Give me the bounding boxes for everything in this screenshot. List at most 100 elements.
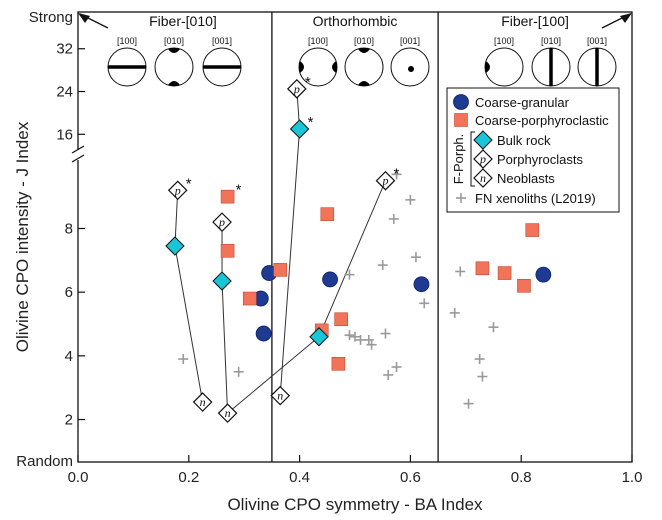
y-axis-title: Olivine CPO intensity - J Index: [13, 121, 32, 352]
data-point: [212, 271, 232, 291]
data-point: [220, 243, 235, 258]
data-point: [525, 223, 540, 237]
x-tick-label: 0.6: [400, 469, 421, 486]
data-point: [383, 369, 394, 380]
y-random-label: Random: [16, 453, 73, 470]
marker-square: [242, 291, 257, 306]
legend-label: FN xenoliths (L2019): [475, 191, 596, 206]
marker-diamond: [473, 130, 493, 150]
marker-circle: [453, 94, 469, 110]
legend-entry: n Neoblasts: [473, 168, 555, 188]
pole-figure-circle: [298, 47, 338, 87]
pole-figure-circle: [154, 47, 194, 87]
marker-square: [220, 189, 235, 204]
data-point: [220, 189, 235, 204]
marker-letter: n: [480, 171, 486, 185]
legend: Coarse-granular Coarse-porphyroclastic Bul…: [446, 87, 620, 213]
axes: 0.0 0.2 0.4 0.6 0.8 1.02468162432StrongRandom…: [13, 9, 642, 514]
marker-diamond-open: [286, 78, 307, 99]
legend-group-bracket: [470, 131, 475, 187]
pole-figure-label: [001]: [212, 36, 232, 46]
star-annotation: *: [308, 114, 314, 131]
legend-entry: p Porphyroclasts: [473, 149, 583, 169]
y-tick-label: 4: [65, 348, 73, 365]
y-tick-label: 16: [56, 126, 73, 143]
pole-figures: [100] [010] [001] [100] [010] [001] [100] [010]…: [107, 36, 617, 87]
pole-figure: [001]: [202, 36, 242, 87]
legend-entry: Coarse-granular: [453, 94, 570, 110]
data-point: [309, 327, 329, 347]
region-title: Fiber-[010]: [149, 13, 217, 29]
y-tick-label: 8: [65, 220, 73, 237]
data-point: [178, 354, 189, 365]
region-title: Orthorhombic: [313, 13, 398, 29]
x-tick-label: 0.8: [511, 469, 532, 486]
pole-point: [408, 66, 414, 72]
legend-label: Coarse-porphyroclastic: [475, 113, 609, 128]
legend-entry: FN xenoliths (L2019): [456, 191, 596, 206]
marker-letter: p: [218, 215, 225, 229]
data-point: [320, 207, 335, 221]
data-point: [273, 263, 288, 277]
star-annotation: *: [236, 182, 242, 199]
marker-square: [331, 357, 346, 371]
star-annotation: *: [393, 166, 399, 183]
marker-square: [497, 266, 512, 280]
marker-diamond-open: [192, 392, 213, 412]
plot-border: [77, 11, 633, 463]
pole-figure: [100]: [107, 36, 147, 87]
y-tick-label: 2: [65, 412, 73, 429]
data-point: [289, 119, 310, 139]
data-point: [474, 354, 485, 365]
data-point: [344, 269, 355, 280]
data-point: [377, 260, 388, 271]
legend-box: [446, 87, 620, 213]
legend-label: Neoblasts: [497, 171, 555, 186]
pole-figure-label: [010]: [541, 36, 561, 46]
data-point: p: [375, 170, 396, 191]
data-point: [488, 322, 499, 333]
marker-square: [475, 261, 490, 276]
axis-break-gap: [75, 150, 81, 160]
pole-figure-label: [100]: [117, 36, 137, 46]
legend-marker: p: [473, 149, 493, 169]
marker-diamond-open: [167, 180, 188, 201]
pole-figure: [100]: [298, 36, 338, 87]
pole-figure: [100]: [484, 36, 524, 87]
y-strong-label: Strong: [29, 9, 73, 26]
data-point: [410, 252, 421, 263]
marker-square: [454, 113, 468, 127]
pole-figure-label: [100]: [308, 36, 328, 46]
data-point: [322, 271, 338, 288]
data-point: [242, 291, 257, 306]
data-point: [475, 261, 490, 276]
legend-marker: [454, 113, 468, 127]
marker-letter: p: [479, 152, 486, 166]
pole-max: [358, 48, 370, 53]
y-tick-label: 24: [56, 84, 73, 101]
pole-figure: [010]: [531, 36, 571, 87]
data-point: [419, 298, 430, 309]
data-point: [255, 325, 272, 342]
x-axis-title: Olivine CPO symmetry - BA Index: [227, 495, 483, 514]
marker-circle: [413, 276, 430, 293]
data-point: [391, 169, 402, 180]
x-tick-label: 1.0: [622, 469, 643, 486]
marker-square: [525, 223, 540, 237]
marker-diamond-open: [375, 170, 396, 191]
data-point: [497, 266, 512, 280]
pole-figure-label: [100]: [494, 36, 514, 46]
data-point: [517, 279, 531, 293]
data-point: n: [270, 385, 291, 406]
pole-max: [485, 61, 490, 73]
marker-diamond-open: [217, 403, 238, 424]
sample-connectors: [174, 88, 386, 414]
data-point: [391, 361, 402, 372]
pole-figure-label: [010]: [354, 36, 374, 46]
pole-max: [168, 81, 180, 86]
data-point: p: [167, 180, 188, 201]
data-point: [535, 266, 552, 283]
marker-diamond: [165, 236, 185, 256]
marker-square: [273, 263, 288, 277]
